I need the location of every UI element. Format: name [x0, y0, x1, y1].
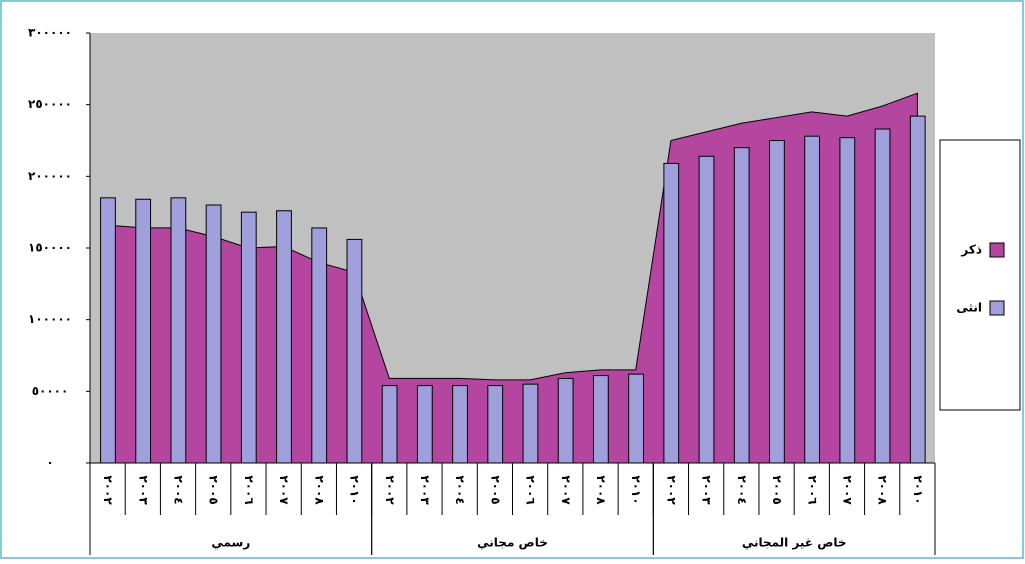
bar	[170, 197, 187, 464]
x-tick-label: ٢٠٠٨	[594, 475, 608, 505]
x-tick-label: ٢٠٠٤	[172, 475, 186, 504]
x-tick-label: ٢٠٠٥	[770, 475, 784, 504]
bar	[487, 385, 504, 464]
bar	[346, 238, 363, 464]
y-tick-label: ٠	[46, 456, 53, 470]
x-tick-label: ٢٠٠٦	[524, 475, 538, 504]
group-label: خاص مجاني	[477, 536, 548, 550]
legend-swatch	[989, 242, 1005, 258]
y-tick-label: ٢٥٠٠٠٠	[28, 97, 72, 111]
y-tick-label: ٣٠٠٠٠٠	[28, 26, 72, 40]
bar	[522, 383, 539, 464]
x-tick-label: ٢٠٠٧	[840, 475, 854, 505]
bar	[592, 375, 609, 464]
bar	[135, 198, 152, 464]
y-tick-label: ١٠٠٠٠٠	[28, 312, 72, 326]
x-tick-label: ٢٠٠٣	[418, 475, 432, 505]
bar	[804, 135, 821, 464]
y-tick-label: ٥٠٠٠٠	[32, 384, 69, 398]
bar	[557, 377, 574, 464]
bar	[276, 210, 292, 464]
x-tick-label: ٢٠٠٨	[312, 475, 326, 505]
x-tick-label: ٢٠٠٧	[277, 475, 291, 505]
bar	[452, 385, 468, 464]
bar	[769, 140, 785, 464]
group-label: خاص غير المجاني	[742, 536, 847, 550]
y-tick-label: ١٥٠٠٠٠	[28, 241, 72, 255]
bar	[416, 385, 433, 464]
bar	[100, 197, 116, 464]
bar	[205, 204, 222, 464]
x-tick-label: ٢٠٠٦	[805, 475, 819, 504]
x-tick-label: ٢٠١٠	[348, 475, 362, 504]
x-tick-label: ٢٠٠٨	[876, 475, 890, 505]
bar	[733, 147, 750, 464]
x-tick-label: ٢٠٠٢	[383, 475, 397, 505]
x-tick-label: ٢٠٠٤	[453, 475, 467, 504]
x-tick-label: ٢٠٠٥	[488, 475, 502, 504]
x-tick-label: ٢٠٠٧	[559, 475, 573, 505]
x-tick-label: ٢٠١٠	[911, 475, 925, 504]
area	[107, 92, 918, 464]
legend-box	[939, 139, 1021, 411]
bar	[311, 227, 328, 464]
x-tick-label: ٢٠٠٢	[664, 475, 678, 505]
bar	[240, 211, 257, 464]
x-tick-label: ٢٠٠٣	[136, 475, 150, 505]
y-tick-label: ٢٠٠٠٠٠	[28, 169, 72, 183]
bar	[698, 155, 715, 464]
x-tick-label: ٢٠٠٦	[242, 475, 256, 504]
x-tick-label: ٢٠٠٢	[101, 475, 115, 505]
x-tick-label: ٢٠٠٤	[735, 475, 749, 504]
x-tick-label: ٢٠١٠	[629, 475, 643, 504]
bar	[909, 115, 926, 464]
legend-label: انثى	[956, 301, 982, 315]
x-tick-label: ٢٠٠٥	[207, 475, 221, 504]
bar	[839, 137, 856, 464]
x-tick-label: ٢٠٠٣	[700, 475, 714, 505]
legend-swatch	[989, 300, 1005, 316]
bar	[874, 128, 891, 464]
bar	[381, 385, 398, 464]
bar	[663, 162, 680, 464]
group-label: رسمي	[211, 536, 250, 550]
bar	[628, 373, 644, 464]
legend-label: ذكر	[960, 243, 982, 257]
